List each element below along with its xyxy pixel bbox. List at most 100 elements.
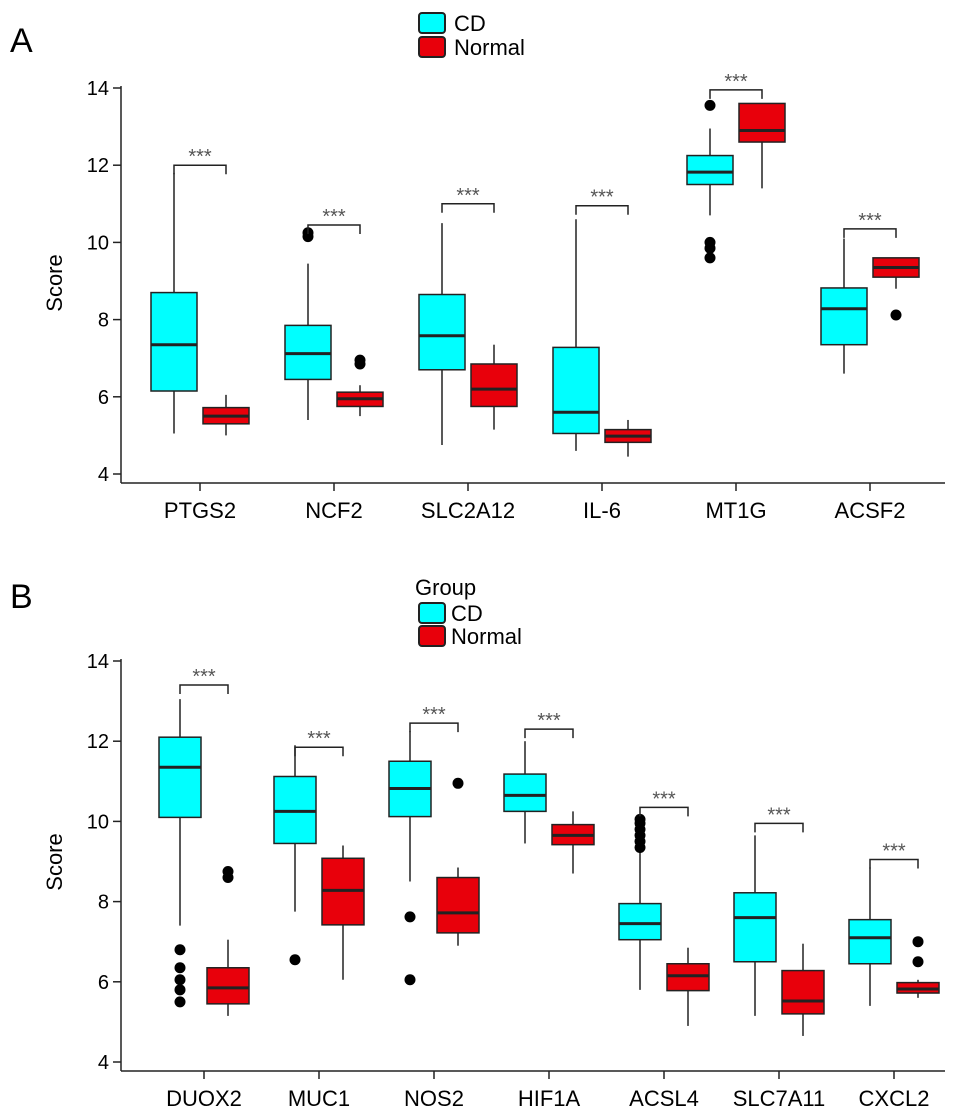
y-tick-label: 4	[98, 1052, 109, 1074]
category-label: HIF1A	[518, 1086, 581, 1111]
category-label: CXCL2	[859, 1086, 930, 1111]
y-tick-label: 6	[98, 387, 109, 409]
category-label: SLC2A12	[421, 498, 515, 523]
category-label: DUOX2	[166, 1086, 242, 1111]
category-label: NCF2	[305, 498, 362, 523]
outlier-point	[174, 984, 186, 996]
significance-bracket	[307, 224, 361, 235]
outlier-point	[404, 911, 416, 923]
outlier-point	[912, 936, 924, 948]
legend-b: Group CD Normal	[415, 575, 522, 649]
outlier-point	[890, 309, 902, 321]
significance-bracket	[869, 858, 919, 869]
box	[820, 287, 868, 346]
box	[503, 773, 547, 813]
y-tick-label: 10	[87, 232, 109, 254]
panel-a-label: A	[10, 22, 33, 60]
box	[738, 102, 786, 143]
significance-bracket	[173, 164, 227, 175]
significance-label: ***	[537, 710, 561, 732]
significance-bracket	[575, 204, 629, 215]
y-tick-label: 14	[87, 651, 109, 673]
legend-a-cd-swatch	[418, 12, 446, 34]
outlier-point	[452, 777, 464, 789]
box	[206, 967, 250, 1005]
box	[618, 902, 662, 941]
significance-label: ***	[590, 187, 614, 209]
y-axis-label-b: Score	[42, 833, 67, 890]
legend-b-normal-swatch	[418, 625, 446, 647]
category-label: IL-6	[583, 498, 621, 523]
legend-a: CD Normal	[418, 11, 525, 60]
plot-area-a: 4 6 8 10 12 14 PTGS2 *** NCF2 *** SLC2A12 *** IL-6 **…	[87, 71, 945, 523]
box	[552, 346, 600, 435]
significance-label: ***	[858, 210, 882, 232]
panel-a: A CD Normal Score 4 6 8 10 12 14 PTGS2 *** NCF2 *…	[10, 11, 945, 523]
outlier-point	[222, 872, 234, 884]
outlier-point	[912, 956, 924, 968]
significance-label: ***	[322, 206, 346, 228]
significance-bracket	[179, 684, 229, 695]
significance-bracket	[639, 806, 689, 817]
significance-label: ***	[456, 185, 480, 207]
category-label: MT1G	[705, 498, 766, 523]
y-axis-label-a: Score	[42, 254, 67, 311]
legend-a-cd-label: CD	[454, 11, 486, 36]
box	[418, 293, 466, 371]
outlier-point	[174, 996, 186, 1008]
outlier-point	[704, 252, 716, 264]
significance-bracket	[409, 722, 459, 733]
significance-label: ***	[192, 666, 216, 688]
panel-b-label: B	[10, 578, 33, 616]
significance-label: ***	[307, 728, 331, 750]
significance-bracket	[709, 89, 763, 99]
significance-bracket	[441, 203, 495, 213]
box	[848, 918, 892, 965]
significance-bracket	[524, 728, 574, 739]
significance-bracket	[754, 822, 804, 833]
panel-b: B Group CD Normal Score 4 6 8 10 12 14 DUOX2 **…	[10, 575, 945, 1111]
significance-bracket	[294, 746, 344, 757]
y-tick-label: 8	[98, 892, 109, 914]
significance-label: ***	[188, 146, 212, 168]
category-label: PTGS2	[164, 498, 236, 523]
y-tick-label: 12	[87, 731, 109, 753]
outlier-point	[174, 944, 186, 956]
legend-a-normal-label: Normal	[454, 35, 525, 60]
outlier-point	[174, 962, 186, 974]
significance-bracket	[843, 228, 897, 238]
category-label: ACSF2	[835, 498, 906, 523]
box	[436, 876, 480, 934]
y-tick-label: 14	[87, 78, 109, 100]
significance-label: ***	[767, 804, 791, 826]
box	[733, 892, 777, 963]
box	[470, 363, 518, 408]
box	[158, 736, 202, 819]
y-tick-label: 10	[87, 811, 109, 833]
significance-label: ***	[882, 840, 906, 862]
y-tick-label: 8	[98, 310, 109, 332]
outlier-point	[634, 813, 646, 825]
outlier-point	[289, 954, 301, 966]
category-label: SLC7A11	[733, 1086, 826, 1111]
significance-label: ***	[652, 788, 676, 810]
significance-label: ***	[422, 704, 446, 726]
y-tick-label: 4	[98, 464, 109, 486]
significance-label: ***	[724, 71, 748, 93]
plot-area-b: 4 6 8 10 12 14 DUOX2 *** MUC1 *** NOS2 *** HIF1A *** A…	[87, 651, 945, 1111]
category-label: NOS2	[404, 1086, 464, 1111]
outlier-point	[704, 242, 716, 254]
outlier-point	[404, 974, 416, 986]
outlier-point	[704, 99, 716, 111]
outlier-point	[174, 974, 186, 986]
category-label: ACSL4	[629, 1086, 699, 1111]
legend-a-normal-swatch	[418, 36, 446, 58]
box	[781, 969, 825, 1015]
legend-b-normal-label: Normal	[451, 624, 522, 649]
box	[686, 154, 734, 186]
y-tick-label: 12	[87, 155, 109, 177]
legend-b-cd-label: CD	[451, 601, 483, 626]
box	[150, 291, 198, 392]
legend-b-title: Group	[415, 575, 476, 600]
legend-b-cd-swatch	[418, 602, 446, 624]
